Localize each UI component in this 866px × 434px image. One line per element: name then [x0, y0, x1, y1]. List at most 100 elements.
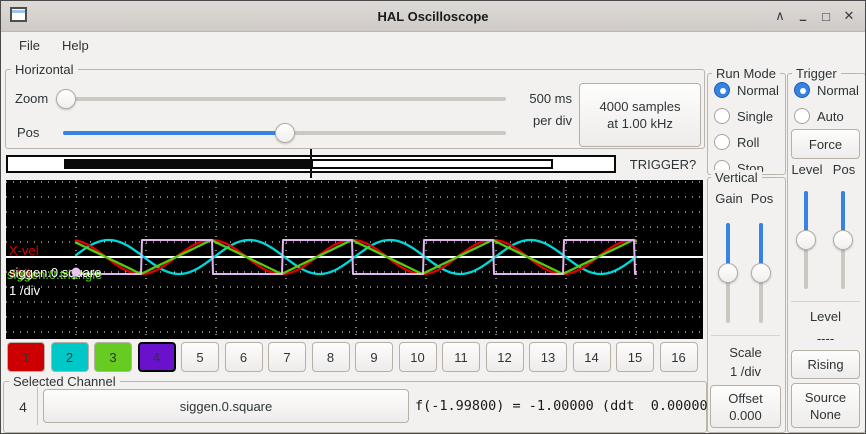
close-window-icon[interactable]: ✕ — [843, 8, 855, 23]
trigger-frame-label: Trigger — [792, 66, 841, 81]
divider — [791, 301, 860, 302]
radio-label: Roll — [737, 134, 760, 150]
scope-channel-label: siggen.0.square — [9, 265, 102, 280]
trigger-mode-radio-normal[interactable]: Normal — [787, 77, 864, 103]
slider-thumb[interactable] — [751, 263, 771, 283]
channel-button-15[interactable]: 15 — [616, 342, 654, 372]
channel-button-12[interactable]: 12 — [485, 342, 524, 372]
horizontal-zoom-slider[interactable] — [56, 89, 506, 109]
channel-value-readout: f(-1.99800) = -1.00000 (ddt 0.00000) — [415, 398, 716, 414]
radio-button-icon[interactable] — [714, 82, 730, 98]
trigger-source-label: Source — [804, 389, 847, 405]
trigger-level-value: ---- — [816, 331, 835, 346]
radio-label: Normal — [737, 82, 779, 98]
selected-channel-frame-label: Selected Channel — [9, 374, 120, 389]
vertical-pos-slider[interactable] — [751, 223, 771, 323]
sample-rate-text: at 1.00 kHz — [607, 116, 673, 131]
scope-channel-label: 1 /div — [9, 283, 41, 298]
trigger-source-value: None — [809, 406, 842, 422]
selected-channel-frame — [3, 381, 707, 433]
radio-button-icon[interactable] — [794, 108, 810, 124]
trace-channel-4 — [75, 239, 637, 275]
trigger-level-col-label: Level — [791, 162, 823, 177]
slider-thumb[interactable] — [718, 263, 738, 283]
run-mode-options: Normal Single Roll Stop — [707, 77, 784, 181]
force-trigger-button[interactable]: Force — [791, 129, 860, 159]
run-mode-frame-label: Run Mode — [712, 66, 780, 81]
time-per-div-units: per div — [532, 113, 572, 128]
channel-button-1[interactable]: 1 — [7, 342, 45, 372]
horizontal-pos-slider[interactable] — [63, 123, 506, 143]
channel-button-3[interactable]: 3 — [94, 342, 132, 372]
offset-button[interactable]: Offset 0.000 — [710, 385, 781, 428]
selected-channel-number: 4 — [19, 399, 27, 415]
force-button-label: Force — [808, 136, 843, 152]
channel-button-10[interactable]: 10 — [398, 342, 437, 372]
offset-button-value: 0.000 — [729, 407, 762, 423]
channel-source-name: siggen.0.square — [179, 398, 273, 414]
channel-button-6[interactable]: 6 — [224, 342, 263, 372]
maximize-window-icon[interactable]: □ — [822, 8, 830, 24]
channel-button-14[interactable]: 14 — [572, 342, 611, 372]
trigger-mode-radio-auto[interactable]: Auto — [787, 103, 864, 129]
channel-button-9[interactable]: 9 — [355, 342, 393, 372]
radio-label: Auto — [817, 108, 844, 124]
slider-fill — [804, 191, 808, 240]
radio-button-icon[interactable] — [794, 82, 810, 98]
scope-channel-label: X-vel — [9, 243, 39, 258]
vertical-gain-slider[interactable] — [718, 223, 738, 323]
slider-thumb[interactable] — [833, 230, 853, 250]
sample-rate-button[interactable]: 4000 samples at 1.00 kHz — [579, 83, 701, 147]
horizontal-frame-label: Horizontal — [11, 62, 78, 77]
slider-trough[interactable] — [56, 97, 506, 101]
channel-button-row: 1 2 3 4 5 6 7 8 9 10 11 12 13 14 15 16 — [7, 342, 698, 372]
slider-thumb[interactable] — [274, 123, 295, 143]
slider-thumb[interactable] — [796, 230, 816, 250]
trigger-level-slider[interactable] — [796, 191, 816, 289]
slider-fill — [726, 223, 730, 273]
scope-display: X-vel 1/div siggen.0.triangle siggen.0.squa… — [6, 180, 703, 339]
scope-svg: X-vel1/divsiggen.0.trianglesiggen.0.squa… — [6, 180, 703, 339]
trigger-pos-slider[interactable] — [833, 191, 853, 289]
channel-button-2[interactable]: 2 — [50, 342, 89, 372]
channel-button-7[interactable]: 7 — [268, 342, 306, 372]
offset-button-label: Offset — [728, 390, 763, 406]
menu-file[interactable]: File — [19, 38, 40, 53]
menu-help[interactable]: Help — [61, 38, 89, 53]
channel-button-5[interactable]: 5 — [181, 342, 219, 372]
trigger-source-button[interactable]: Source None — [791, 383, 860, 428]
divider — [37, 387, 38, 425]
trigger-mode-options: Normal Auto — [787, 77, 864, 129]
trigger-position-cursor — [310, 149, 312, 178]
trace-channel-1 — [74, 238, 638, 276]
pos-label: Pos — [17, 125, 40, 140]
divider — [711, 335, 780, 336]
channel-button-16[interactable]: 16 — [659, 342, 698, 372]
channel-source-button[interactable]: siggen.0.square — [43, 389, 409, 423]
scope-channel-label: 1/div — [9, 266, 37, 281]
channel-button-13[interactable]: 13 — [529, 342, 567, 372]
gain-label: Gain — [715, 191, 743, 206]
shade-window-icon[interactable]: ∧ — [775, 8, 785, 23]
radio-button-icon[interactable] — [714, 134, 730, 150]
trigger-pos-col-label: Pos — [832, 162, 856, 177]
sample-count-text: 4000 samples — [599, 99, 681, 114]
radio-button-icon[interactable] — [714, 108, 730, 124]
channel-button-8[interactable]: 8 — [311, 342, 350, 372]
slider-thumb[interactable] — [56, 89, 76, 109]
channel-button-4[interactable]: 4 — [137, 342, 176, 372]
run-mode-radio-normal[interactable]: Normal — [707, 77, 784, 103]
run-mode-radio-roll[interactable]: Roll — [707, 129, 784, 155]
channel-button-11[interactable]: 11 — [442, 342, 480, 372]
minimize-window-icon[interactable]: – — [799, 11, 807, 27]
slider-fill — [759, 223, 763, 273]
horizontal-frame — [5, 69, 705, 149]
scale-value: 1 /div — [729, 364, 762, 379]
trigger-edge-button[interactable]: Rising — [791, 350, 860, 379]
run-mode-radio-single[interactable]: Single — [707, 103, 784, 129]
title-bar: HAL Oscilloscope ∧ – □ ✕ — [1, 1, 865, 32]
app-window-icon — [10, 7, 27, 22]
record-filled-segment — [64, 159, 311, 169]
trigger-level-label: Level — [809, 309, 842, 324]
